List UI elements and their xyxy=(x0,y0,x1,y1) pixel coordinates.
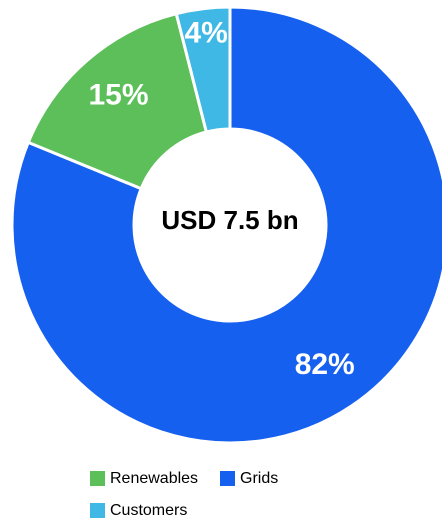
donut-segment xyxy=(174,5,232,134)
legend-swatch xyxy=(220,471,235,486)
legend-label: Grids xyxy=(240,470,278,487)
value-label: 15% xyxy=(88,79,148,112)
donut-segment xyxy=(26,11,209,191)
legend-label: Customers xyxy=(110,502,187,519)
center-label: USD 7.5 bn xyxy=(161,205,298,235)
value-label: 4% xyxy=(184,16,227,49)
value-label: 82% xyxy=(295,348,355,381)
donut-segment xyxy=(10,5,442,445)
legend-label: Renewables xyxy=(110,470,198,487)
legend-swatch xyxy=(90,471,105,486)
legend-swatch xyxy=(90,503,105,518)
